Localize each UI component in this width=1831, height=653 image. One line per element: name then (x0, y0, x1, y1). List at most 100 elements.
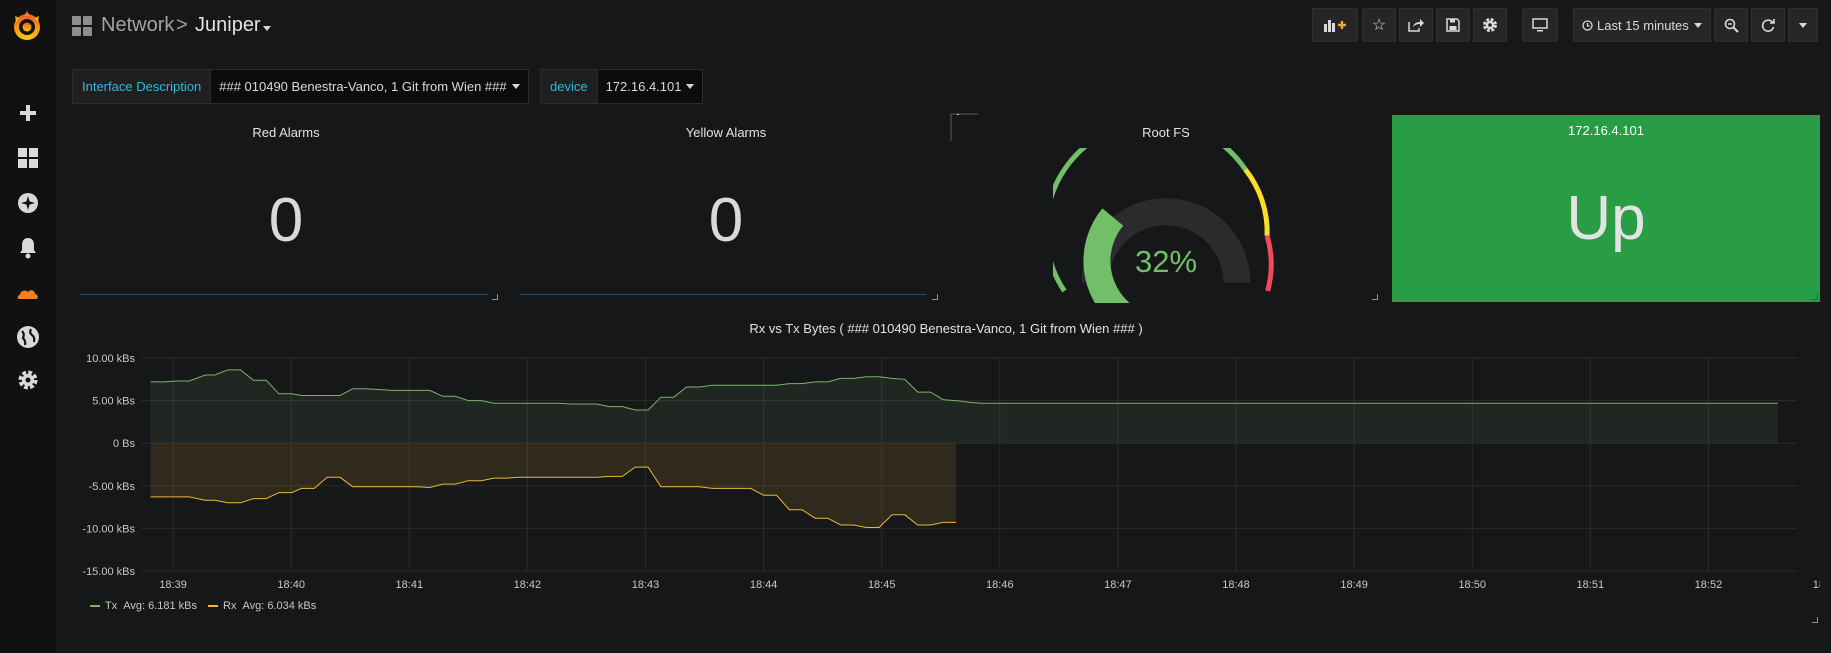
status-value: Up (1566, 184, 1646, 253)
variable-value: ### 010490 Benestra-Vanco, 1 Git from Wi… (219, 79, 507, 94)
dashboard-title[interactable]: Juniper (195, 14, 261, 36)
tv-mode-button[interactable] (1522, 8, 1558, 42)
refresh-button[interactable] (1751, 8, 1785, 42)
legend-tx-swatch (90, 605, 100, 607)
legend-rx-avg: Avg: 6.034 kBs (242, 600, 317, 612)
y-tick-label: -10.00 kBs (82, 523, 135, 535)
panel-rx-tx-graph[interactable]: Rx vs Tx Bytes ( ### 010490 Benestra-Van… (72, 313, 1820, 625)
series-area-tx (150, 369, 1778, 444)
variable-caret-icon (686, 84, 695, 89)
x-tick-label: 18:44 (750, 579, 778, 591)
time-range-caret-icon (1693, 22, 1702, 28)
legend-tx[interactable]: Tx Avg: 6.181 kBs (90, 600, 197, 612)
star-dashboard-button[interactable]: ☆ (1362, 8, 1396, 42)
panel-title[interactable]: Root FS (1142, 125, 1190, 140)
dashboards-icon[interactable] (15, 145, 41, 171)
series-line-rx (150, 466, 957, 528)
create-plus-icon[interactable] (15, 100, 41, 126)
variable-label: Interface Description (72, 69, 212, 104)
panel-red-alarms[interactable]: Red Alarms 0 (72, 115, 500, 302)
x-tick-label: 18:39 (159, 579, 187, 591)
sidebar (0, 0, 56, 653)
sparkline (520, 294, 926, 295)
time-range-picker[interactable]: Last 15 minutes (1573, 8, 1711, 42)
x-tick-label: 18:47 (1104, 579, 1132, 591)
variable-value: 172.16.4.101 (605, 79, 682, 94)
panel-resize-handle[interactable] (492, 294, 498, 300)
x-tick-label: 18:41 (396, 579, 424, 591)
variable-interface-description[interactable]: Interface Description ### 010490 Benestr… (72, 69, 529, 104)
panel-root-fs[interactable]: Root FS 32% (952, 115, 1380, 303)
settings-gear-icon (1483, 18, 1497, 32)
configuration-gear-icon[interactable] (15, 367, 41, 393)
panel-title[interactable]: Yellow Alarms (685, 125, 767, 140)
x-tick-label: 18:40 (277, 579, 305, 591)
legend-rx[interactable]: Rx Avg: 6.034 kBs (208, 600, 316, 612)
panel-resize-handle[interactable] (932, 294, 938, 300)
panel-resize-handle[interactable] (1812, 294, 1818, 300)
x-tick-label: 18:51 (1577, 579, 1605, 591)
sparkline (80, 294, 488, 295)
monitor-icon (1532, 18, 1548, 32)
gauge-fill (1083, 208, 1130, 303)
panel-resize-handle[interactable] (1812, 617, 1818, 623)
legend-tx-name: Tx (105, 600, 118, 612)
refresh-caret-icon (1799, 22, 1807, 28)
panel-device-status[interactable]: 172.16.4.101 Up (1392, 115, 1820, 302)
zoom-out-icon (1724, 18, 1739, 33)
legend-tx-avg: Avg: 6.181 kBs (123, 600, 198, 612)
series-area-rx (150, 443, 957, 528)
zoom-out-button[interactable] (1714, 8, 1748, 42)
grafana-logo-icon[interactable] (9, 8, 45, 44)
add-panel-icon (1324, 20, 1346, 32)
dashboard-grid-icon (72, 16, 92, 36)
stat-value: 0 (268, 186, 304, 255)
variable-caret-icon (511, 84, 520, 89)
y-tick-label: 5.00 kBs (92, 396, 135, 408)
share-dashboard-button[interactable] (1399, 8, 1433, 42)
variable-device[interactable]: device 172.16.4.101 (540, 69, 704, 104)
x-tick-label: 18:52 (1695, 579, 1723, 591)
variable-label: device (540, 69, 598, 104)
series-line-tx (150, 369, 1778, 411)
breadcrumb-folder-link[interactable]: Network (101, 14, 175, 36)
x-tick-label: 18:42 (514, 579, 542, 591)
x-tick-label: 18:48 (1222, 579, 1250, 591)
add-panel-button[interactable] (1312, 8, 1358, 42)
x-tick-label: 18:45 (868, 579, 896, 591)
x-tick-label: 18:53 (1813, 579, 1820, 591)
save-dashboard-button[interactable] (1436, 8, 1470, 42)
globe-icon[interactable] (15, 324, 41, 350)
stat-value: 0 (708, 186, 744, 255)
alerting-bell-icon[interactable] (15, 235, 41, 261)
gauge-value: 32% (1134, 244, 1198, 279)
star-icon: ☆ (1371, 17, 1387, 34)
breadcrumb-separator: > (176, 14, 188, 36)
panel-title[interactable]: 172.16.4.101 (1568, 123, 1644, 138)
refresh-interval-dropdown[interactable] (1788, 8, 1818, 42)
x-tick-label: 18:49 (1340, 579, 1368, 591)
clock-icon (1582, 19, 1593, 31)
save-icon (1446, 18, 1460, 32)
gauge (1053, 148, 1274, 303)
x-tick-label: 18:46 (986, 579, 1014, 591)
y-tick-label: -5.00 kBs (89, 481, 136, 493)
share-icon (1408, 19, 1424, 32)
cloud-plugin-icon[interactable] (15, 280, 41, 306)
time-range-label: Last 15 minutes (1597, 17, 1689, 33)
y-tick-label: 0 Bs (113, 438, 136, 450)
legend-rx-swatch (208, 605, 218, 607)
explore-compass-icon[interactable] (15, 190, 41, 216)
top-navbar: Network > Juniper ☆ Last 15 minutes (56, 0, 1831, 52)
dashboard-title-caret-icon[interactable] (263, 26, 271, 31)
panel-yellow-alarms[interactable]: Yellow Alarms 0 (512, 115, 940, 302)
x-tick-label: 18:43 (632, 579, 660, 591)
legend-rx-name: Rx (223, 600, 237, 612)
x-tick-label: 18:50 (1458, 579, 1486, 591)
device-select[interactable]: 172.16.4.101 (597, 69, 704, 104)
panel-title[interactable]: Rx vs Tx Bytes ( ### 010490 Benestra-Van… (749, 321, 1143, 336)
dashboard-settings-button[interactable] (1473, 8, 1507, 42)
interface-description-select[interactable]: ### 010490 Benestra-Vanco, 1 Git from Wi… (211, 69, 529, 104)
panel-title[interactable]: Red Alarms (252, 125, 320, 140)
panel-resize-handle[interactable] (1372, 294, 1378, 300)
